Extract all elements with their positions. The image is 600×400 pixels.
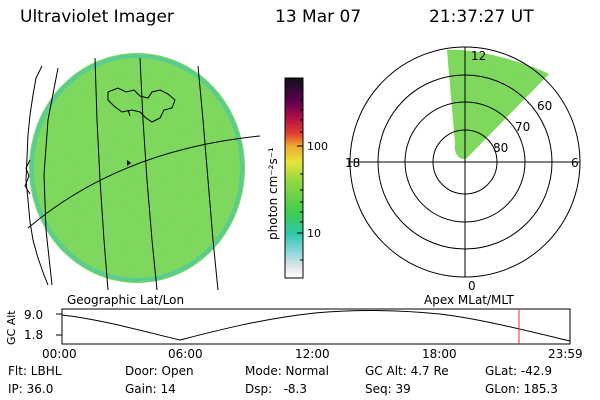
alt-y-top: 9.0: [24, 308, 43, 322]
door-status: Door: Open: [125, 364, 194, 378]
mlat-label-60: 60: [537, 99, 552, 113]
filter-status: Flt: LBHL: [8, 364, 62, 378]
latitude-line: [27, 135, 260, 229]
mlt-label-18: 18: [345, 156, 360, 170]
dsp-status: Dsp: -8.3: [245, 382, 308, 396]
mlat-label-70: 70: [515, 120, 530, 134]
mlat-label-80: 80: [493, 141, 508, 155]
alt-x-tick-0600: 06:00: [168, 347, 203, 361]
geographic-caption: Geographic Lat/Lon: [67, 293, 185, 307]
gc-alt-status: GC Alt: 4.7 Re: [365, 364, 449, 378]
glat-status: GLat: -42.9: [485, 364, 552, 378]
instrument-title: Ultraviolet Imager: [20, 7, 174, 27]
mlt-label-0: 0: [468, 279, 476, 293]
apex-caption: Apex MLat/MLT: [424, 293, 514, 307]
date-label: 13 Mar 07: [275, 7, 362, 27]
subsatellite-marker: [127, 160, 131, 166]
gain-status: Gain: 14: [125, 382, 176, 396]
alt-x-tick-1800: 18:00: [422, 347, 457, 361]
alt-x-tick-1200: 12:00: [295, 347, 330, 361]
seq-status: Seq: 39: [365, 382, 411, 396]
altitude-plot-frame: [61, 308, 571, 345]
time-label: 21:37:27 UT: [429, 7, 534, 27]
alt-x-tick-2359: 23:59: [548, 347, 583, 361]
alt-axis-label: GC Alt: [5, 310, 18, 345]
colorbar-tick-100: 100: [307, 140, 328, 153]
alt-x-tick-0000: 00:00: [42, 347, 77, 361]
mlt-label-6: 6: [571, 156, 579, 170]
altitude-plot: 9.0 1.8 GC Alt: [5, 308, 571, 345]
colorbar: 100 10 photon cm⁻²s⁻¹: [266, 77, 328, 279]
polar-mlt-plot: 12 6 18 0 60 70 80: [345, 46, 581, 293]
glon-status: GLon: 185.3: [485, 382, 558, 396]
alt-y-bottom: 1.8: [24, 328, 43, 342]
earth-uv-image: [24, 53, 260, 290]
colorbar-tick-10: 10: [307, 227, 321, 240]
altitude-curve: [61, 309, 571, 342]
mode-status: Mode: Normal: [245, 364, 329, 378]
ip-status: IP: 36.0: [8, 382, 54, 396]
colorbar-ticks: [297, 87, 303, 261]
colorbar-unit-label: photon cm⁻²s⁻¹: [266, 147, 280, 240]
mlt-label-12: 12: [471, 49, 486, 63]
limb-coastline: [25, 65, 49, 286]
continent-outline: [107, 87, 176, 123]
